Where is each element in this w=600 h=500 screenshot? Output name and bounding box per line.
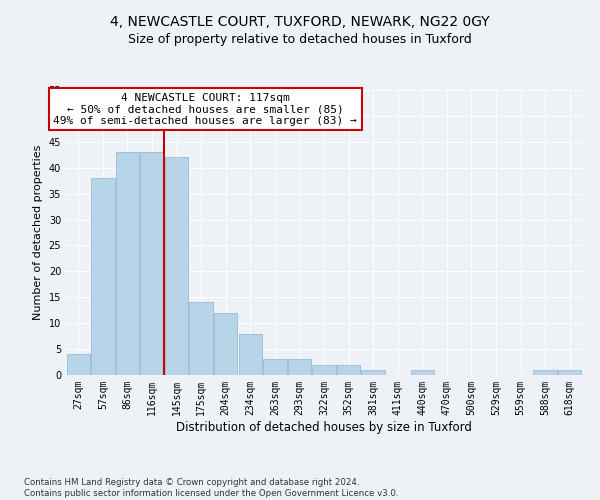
Bar [190,302,213,375]
Bar [91,178,115,375]
Bar [165,158,188,375]
Text: 4, NEWCASTLE COURT, TUXFORD, NEWARK, NG22 0GY: 4, NEWCASTLE COURT, TUXFORD, NEWARK, NG2… [110,15,490,29]
Bar [288,360,311,375]
Text: Size of property relative to detached houses in Tuxford: Size of property relative to detached ho… [128,32,472,46]
Bar [214,313,238,375]
Bar [140,152,164,375]
Bar [263,360,287,375]
X-axis label: Distribution of detached houses by size in Tuxford: Distribution of detached houses by size … [176,420,472,434]
Text: 4 NEWCASTLE COURT: 117sqm
← 50% of detached houses are smaller (85)
49% of semi-: 4 NEWCASTLE COURT: 117sqm ← 50% of detac… [53,93,357,126]
Bar [116,152,139,375]
Bar [533,370,557,375]
Bar [410,370,434,375]
Bar [67,354,90,375]
Bar [337,364,360,375]
Bar [313,364,335,375]
Bar [239,334,262,375]
Y-axis label: Number of detached properties: Number of detached properties [33,145,43,320]
Text: Contains HM Land Registry data © Crown copyright and database right 2024.
Contai: Contains HM Land Registry data © Crown c… [24,478,398,498]
Bar [558,370,581,375]
Bar [361,370,385,375]
